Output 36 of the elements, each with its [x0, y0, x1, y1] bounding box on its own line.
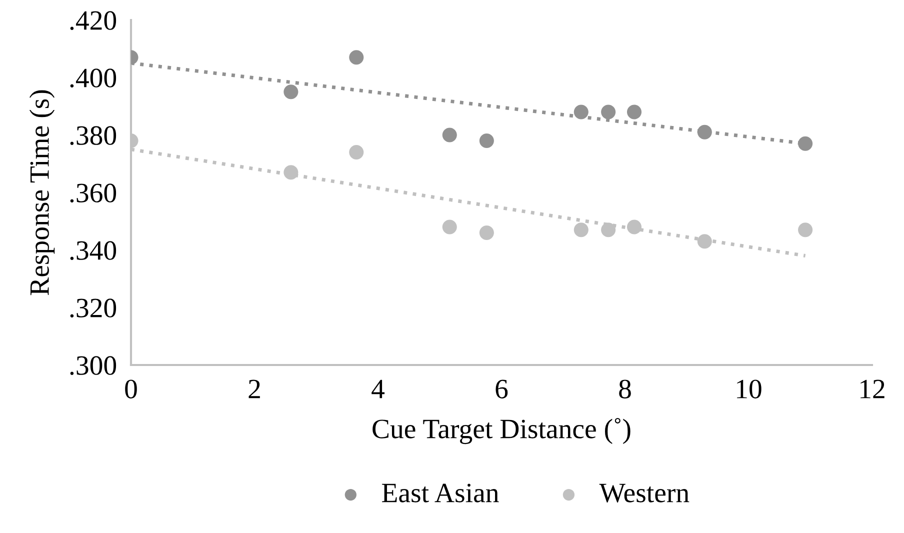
legend-label: East Asian — [382, 484, 499, 502]
x-tick-label: 8 — [619, 380, 631, 398]
legend-label: Western — [599, 484, 690, 503]
point — [479, 225, 494, 240]
point — [284, 165, 298, 180]
point — [479, 133, 494, 148]
point — [574, 222, 588, 238]
y-tick-label: .380 — [70, 126, 116, 146]
y-tick-label: .360 — [70, 184, 116, 203]
point — [349, 50, 364, 65]
point — [601, 104, 616, 120]
point — [442, 220, 457, 234]
y-tick-label: .340 — [70, 241, 116, 260]
point — [798, 222, 813, 238]
y-axis-title: Response Time (s) — [29, 90, 55, 296]
point — [284, 84, 298, 100]
x-tick-label: 4 — [372, 380, 385, 398]
x-tick-label: 2 — [248, 380, 260, 398]
point — [626, 104, 642, 120]
point — [697, 234, 712, 249]
y-tick-label: .420 — [70, 11, 116, 30]
y-tick-label: .400 — [70, 68, 116, 88]
point — [349, 144, 364, 160]
x-tick-label: 10 — [737, 380, 762, 398]
point — [798, 136, 813, 151]
point — [601, 222, 616, 238]
point — [626, 220, 642, 234]
x-tick-label: 0 — [125, 380, 137, 398]
point — [697, 124, 712, 140]
y-tick-label: .300 — [70, 356, 116, 376]
y-tick-label: .320 — [70, 298, 116, 318]
x-tick-label: 12 — [860, 380, 884, 398]
x-axis-title: Cue Target Distance (˚) — [372, 418, 630, 444]
x-tick-label: 6 — [496, 380, 508, 398]
point — [442, 128, 457, 142]
point — [574, 104, 588, 120]
